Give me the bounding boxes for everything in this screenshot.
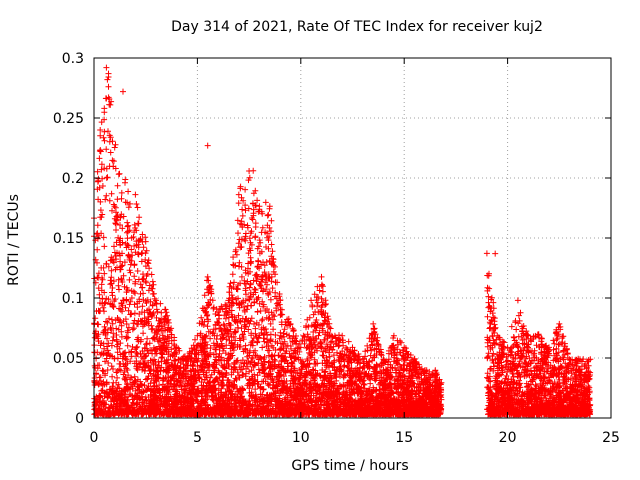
x-tick-label: 10 [292, 430, 310, 446]
chart-title: Day 314 of 2021, Rate Of TEC Index for r… [171, 19, 543, 35]
data-points [91, 64, 594, 418]
x-axis-title: GPS time / hours [291, 458, 408, 474]
x-tick-label: 25 [602, 430, 620, 446]
y-tick-label: 0 [75, 411, 84, 427]
y-tick-label: 0.05 [53, 351, 84, 367]
roti-markers [91, 64, 594, 418]
y-tick-label: 0.1 [62, 291, 84, 307]
x-tick-label: 15 [395, 430, 413, 446]
x-tick-label: 0 [90, 430, 99, 446]
y-tick-label: 0.2 [62, 171, 84, 187]
y-tick-label: 0.15 [53, 231, 84, 247]
y-tick-label: 0.25 [53, 111, 84, 127]
tick-labels: 0 5 10 15 20 25 0 0.05 0.1 0.15 0.2 0.25 0.3 [53, 51, 620, 446]
x-tick-label: 5 [193, 430, 202, 446]
y-tick-label: 0.3 [62, 51, 84, 67]
axis-ticks [93, 57, 612, 419]
x-tick-label: 20 [499, 430, 517, 446]
y-axis-title: ROTI / TECUs [6, 194, 22, 286]
